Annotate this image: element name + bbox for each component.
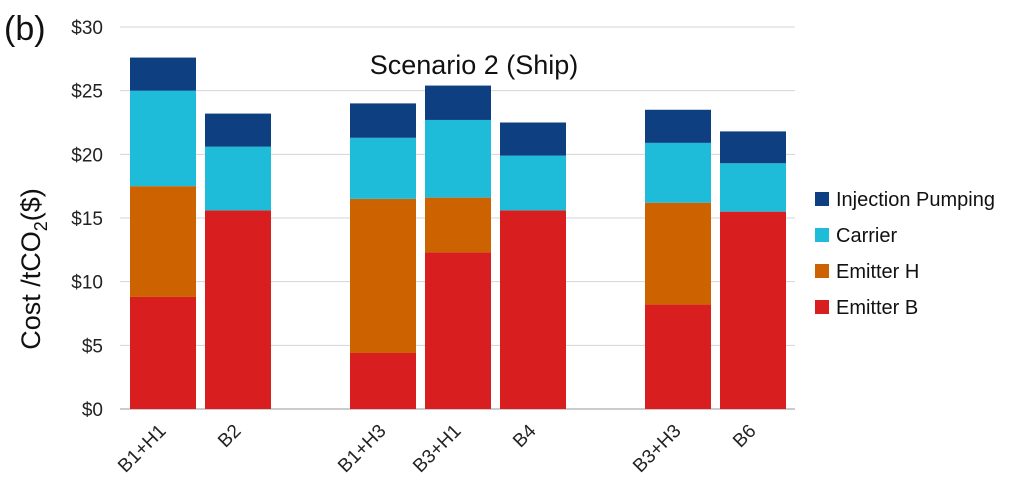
- y-tick-label: $30: [71, 18, 103, 39]
- bar-segment-carrier-b1-h1: [130, 90, 196, 187]
- legend: Injection Pumping Carrier Emitter H Emitter…: [815, 189, 995, 319]
- y-axis-label-main: Cost /tCO: [16, 231, 46, 350]
- legend-label-carrier: Carrier: [836, 225, 897, 247]
- legend-label-injection-pumping: Injection Pumping: [836, 189, 995, 211]
- bar-segment-injection-pumping-b3-h3: [645, 109, 711, 143]
- bar-segment-injection-pumping-b3-h1: [425, 85, 491, 120]
- y-tick-labels: $0 $5 $10 $15 $20 $25 $30: [71, 18, 103, 421]
- bar-segment-injection-pumping-b2: [205, 113, 271, 147]
- y-tick-label: $5: [82, 336, 103, 357]
- legend-swatch-carrier: [815, 228, 829, 242]
- bar-segment-injection-pumping-b1-h1: [130, 57, 196, 91]
- x-tick-label: B1+H3: [334, 421, 390, 477]
- bar-segment-carrier-b4: [500, 155, 566, 211]
- bar-segment-injection-pumping-b4: [500, 122, 566, 156]
- y-tick-label: $15: [71, 209, 103, 230]
- x-tick-label: B3+H1: [409, 421, 465, 477]
- bar-segment-emitter-b-b2: [205, 210, 271, 409]
- bar-segment-carrier-b6: [720, 163, 786, 212]
- bar-segment-injection-pumping-b6: [720, 131, 786, 164]
- y-tick-label: $20: [71, 145, 103, 166]
- bar-segment-emitter-h-b3-h1: [425, 197, 491, 253]
- x-tick-labels: B1+H1 B2 B1+H3 B3+H1 B4 B3+H3 B6: [114, 420, 760, 477]
- y-axis-label-unit: ($): [16, 188, 46, 221]
- bar-segment-carrier-b3-h1: [425, 119, 491, 198]
- y-axis-label: Cost /tCO2($): [16, 188, 51, 350]
- bar-segment-emitter-b-b6: [720, 211, 786, 409]
- y-tick-label: $10: [71, 273, 103, 294]
- legend-swatch-emitter-b: [815, 300, 829, 314]
- y-axis-label-subscript: 2: [31, 221, 51, 231]
- bar-segment-emitter-b-b1-h1: [130, 296, 196, 409]
- legend-label-emitter-b: Emitter B: [836, 297, 918, 319]
- bar-segment-emitter-b-b1-h3: [350, 352, 416, 409]
- legend-label-emitter-h: Emitter H: [836, 261, 919, 283]
- y-tick-label: $25: [71, 82, 103, 103]
- bar-segment-carrier-b2: [205, 146, 271, 211]
- bar-segment-emitter-h-b1-h1: [130, 186, 196, 297]
- x-tick-label: B1+H1: [114, 421, 170, 477]
- y-tick-label: $0: [82, 400, 103, 421]
- x-tick-label: B2: [214, 421, 245, 452]
- legend-swatch-injection-pumping: [815, 192, 829, 206]
- x-tick-label: B6: [729, 421, 760, 452]
- x-tick-label: B3+H3: [629, 421, 685, 477]
- chart-title: Scenario 2 (Ship): [370, 50, 579, 80]
- bar-segment-emitter-b-b4: [500, 210, 566, 409]
- bar-segment-emitter-b-b3-h1: [425, 252, 491, 409]
- bar-segment-carrier-b1-h3: [350, 137, 416, 199]
- bar-segment-emitter-b-b3-h3: [645, 304, 711, 409]
- x-tick-label: B4: [509, 420, 541, 452]
- bars: [130, 57, 786, 409]
- panel-label: (b): [4, 10, 46, 48]
- bar-segment-emitter-h-b3-h3: [645, 202, 711, 305]
- bar-segment-carrier-b3-h3: [645, 142, 711, 203]
- bar-segment-emitter-h-b1-h3: [350, 198, 416, 353]
- legend-swatch-emitter-h: [815, 264, 829, 278]
- bar-segment-injection-pumping-b1-h3: [350, 103, 416, 138]
